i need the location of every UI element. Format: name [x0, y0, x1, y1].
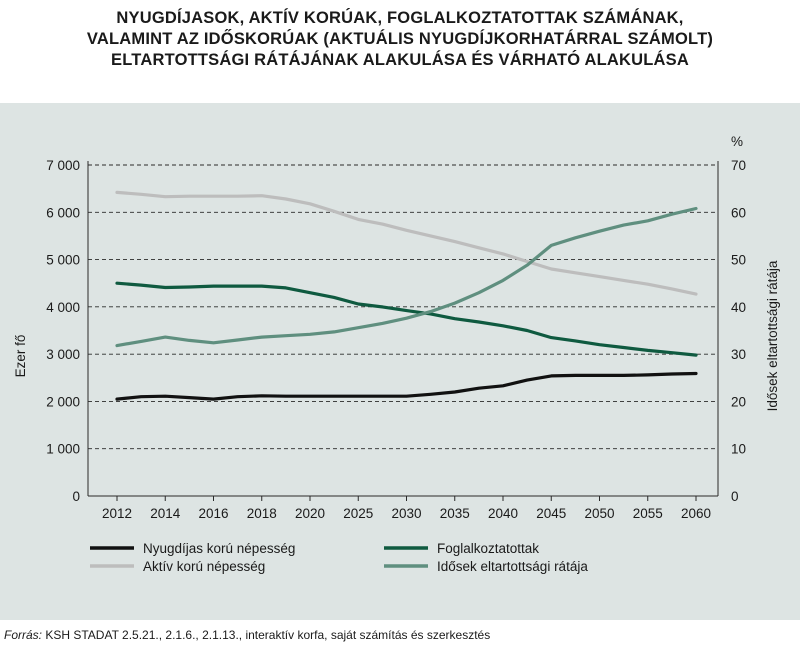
right-axis-ticks: 0 10 20 30 40 50 60 70 — [731, 158, 746, 504]
legend-label-idosek-eltartottsagi-rataja: Idősek eltartottsági rátája — [437, 559, 588, 574]
series-lines — [115, 190, 698, 401]
x-axis-ticks: 2012 2014 2016 2018 2020 2025 2030 2035 2040 2045… — [102, 496, 711, 521]
x-tick-label: 2020 — [295, 506, 325, 521]
y-tick-label: 4 000 — [46, 300, 80, 315]
chart-title-line-1: NYUGDÍJASOK, AKTÍV KORÚAK, FOGLALKOZTATO… — [116, 9, 684, 27]
x-tick-label: 2018 — [247, 506, 277, 521]
y2-tick-label: 50 — [731, 253, 746, 268]
series-line-aktiv-koru-nepesseg — [115, 190, 698, 296]
chart-panel — [0, 103, 800, 620]
y-tick-label: 6 000 — [46, 205, 80, 220]
legend-label-aktiv-koru-nepesseg: Aktív korú népesség — [143, 559, 265, 574]
x-tick-label: 2050 — [584, 506, 614, 521]
line-chart: 0 1 000 2 000 3 000 4 000 5 000 6 000 7 000 0 10… — [13, 134, 780, 574]
y2-tick-label: 40 — [731, 300, 746, 315]
axes — [87, 161, 719, 497]
gridlines — [88, 164, 718, 450]
y-tick-label: 1 000 — [46, 442, 80, 457]
right-axis-label: Idősek eltartottsági rátája — [765, 260, 780, 411]
legend-label-nyugdijas-koru-nepesseg: Nyugdíjas korú népesség — [143, 541, 295, 556]
source-note: Forrás: KSH STADAT 2.5.21., 2.1.6., 2.1.… — [4, 628, 490, 642]
chart-title-line-3: ELTARTOTTSÁGI RÁTÁJÁNAK ALAKULÁSA ÉS VÁR… — [111, 51, 689, 69]
x-tick-label: 2055 — [633, 506, 663, 521]
chart-title: NYUGDÍJASOK, AKTÍV KORÚAK, FOGLALKOZTATO… — [0, 8, 800, 71]
y-tick-label: 2 000 — [46, 394, 80, 409]
chart-title-line-2: VALAMINT AZ IDŐSKORÚAK (AKTUÁLIS NYUGDÍJ… — [86, 30, 714, 48]
x-tick-label: 2035 — [440, 506, 470, 521]
y2-tick-label: 20 — [731, 394, 746, 409]
y2-tick-label: 60 — [731, 205, 746, 220]
source-label: Forrás: — [4, 628, 43, 642]
x-tick-label: 2014 — [150, 506, 181, 521]
x-tick-label: 2016 — [198, 506, 228, 521]
x-tick-label: 2025 — [343, 506, 373, 521]
x-tick-label: 2040 — [488, 506, 518, 521]
series-line-nyugdijas-koru-nepesseg — [115, 371, 698, 401]
source-text: KSH STADAT 2.5.21., 2.1.6., 2.1.13., int… — [42, 628, 491, 642]
x-tick-label: 2060 — [681, 506, 711, 521]
right-axis-unit: % — [731, 134, 743, 149]
y2-tick-label: 10 — [731, 442, 746, 457]
y-tick-label: 3 000 — [46, 347, 80, 362]
y2-tick-label: 70 — [731, 158, 746, 173]
y2-tick-label: 0 — [731, 489, 739, 504]
y-tick-label: 7 000 — [46, 158, 80, 173]
x-tick-label: 2030 — [391, 506, 421, 521]
y2-tick-label: 30 — [731, 347, 746, 362]
left-axis-ticks: 0 1 000 2 000 3 000 4 000 5 000 6 000 7 000 — [46, 158, 80, 504]
y-tick-label: 5 000 — [46, 253, 80, 268]
legend: Nyugdíjas korú népesség Aktív korú népess… — [90, 541, 588, 574]
y-tick-label: 0 — [72, 489, 80, 504]
series-line-idosek-eltartottsagi-rataja — [115, 206, 698, 348]
series-line-foglalkoztatottak — [115, 281, 698, 357]
left-axis-label: Ezer fő — [13, 335, 28, 378]
x-tick-label: 2012 — [102, 506, 132, 521]
x-tick-label: 2045 — [536, 506, 566, 521]
legend-label-foglalkoztatottak: Foglalkoztatottak — [437, 541, 539, 556]
